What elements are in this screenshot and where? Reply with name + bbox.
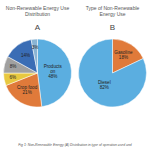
text-line: 18% [119, 56, 128, 61]
text-line: 82% [100, 86, 109, 91]
slice [8, 40, 38, 73]
data-label: 6% [9, 75, 16, 80]
text-line: 8% [10, 64, 17, 69]
caption: Fig 1: Non-Renewable Energy (A) Distribu… [18, 143, 132, 147]
pie-chart: Type of Non-RenewableEnergy Use B Gasoline… [78, 6, 146, 107]
text-line: Energy Use [99, 11, 125, 17]
slice [4, 73, 38, 86]
chart-root: Non-Renewable Energy UseDistribution A Pro… [0, 0, 150, 150]
text-line: 48% [48, 74, 57, 79]
data-label: 14% [21, 54, 30, 59]
text-line: 14% [21, 54, 30, 59]
slices [4, 39, 72, 107]
subtitle: Type of Non-RenewableEnergy Use [86, 6, 140, 18]
data-labels: Productson48% Crop food21%6% 8% 14%3% [9, 45, 62, 95]
data-label: 8% [10, 64, 17, 69]
subtitle: Non-Renewable Energy UseDistribution [6, 6, 70, 18]
data-label: 3% [32, 45, 39, 50]
text-line: 6% [9, 75, 16, 80]
data-label: Diesel82% [98, 81, 111, 91]
text-line: Distribution [25, 11, 50, 17]
slices [78, 39, 146, 107]
data-label: Productson48% [44, 64, 63, 79]
text-line: 21% [23, 90, 32, 95]
slice [78, 39, 146, 107]
title: A [35, 23, 41, 32]
pie-chart: Non-Renewable Energy UseDistribution A Pro… [4, 6, 72, 107]
figure: Non-Renewable Energy UseDistribution A Pro… [0, 0, 150, 150]
data-label: Gasoline18% [114, 50, 133, 60]
title: B [110, 23, 115, 32]
data-labels: Gasoline18% Diesel82% [98, 50, 133, 90]
data-label: Crop food21% [17, 85, 38, 95]
slice [31, 39, 37, 73]
slice [38, 39, 72, 107]
text-line: 3% [32, 45, 39, 50]
